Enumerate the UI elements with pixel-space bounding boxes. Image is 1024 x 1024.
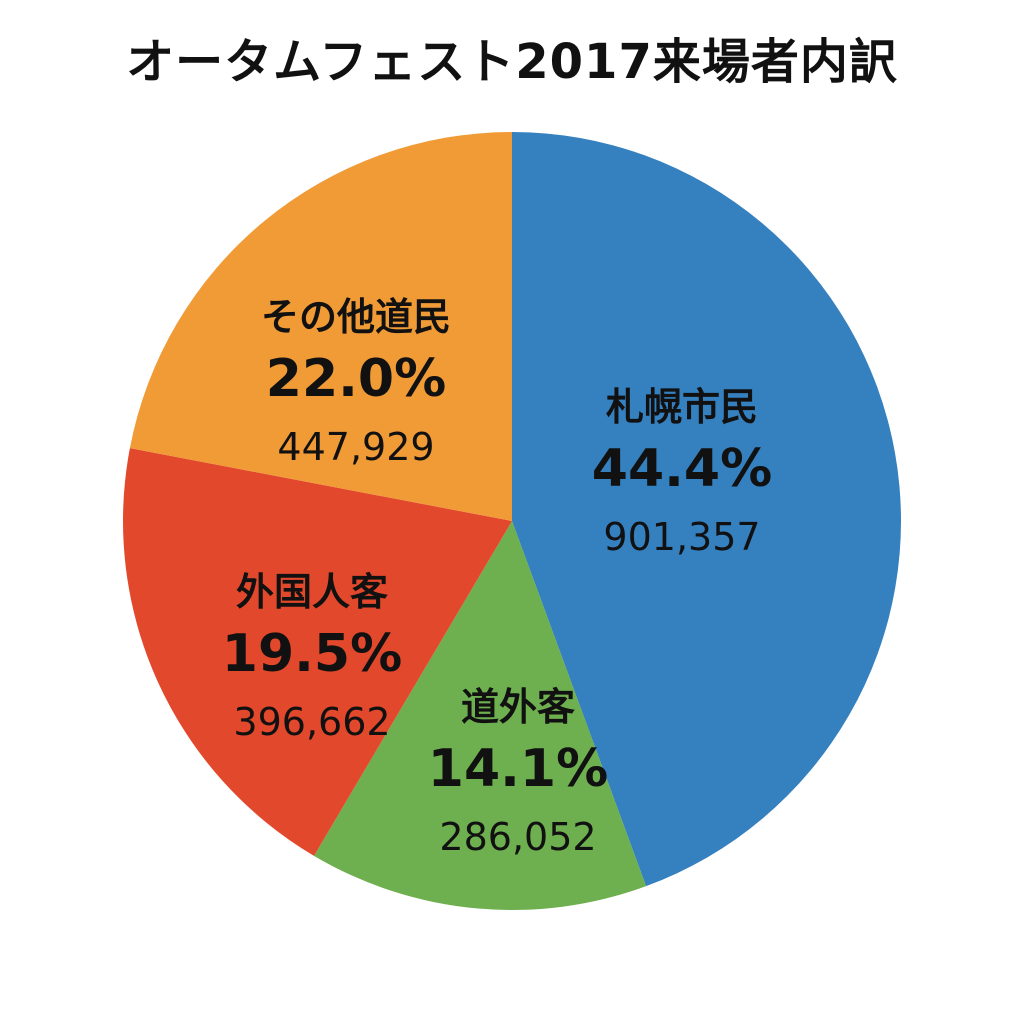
slice-label-group: 外国人客 19.5% 396,662 <box>222 570 402 744</box>
slice-percent-label: 44.4% <box>592 439 772 499</box>
slice-percent-label: 22.0% <box>266 349 446 409</box>
slice-name-label: 外国人客 <box>236 570 388 614</box>
slice-value-label: 286,052 <box>439 815 596 859</box>
pie-slice <box>129 132 512 521</box>
slice-value-label: 447,929 <box>277 425 434 469</box>
pie-slice <box>313 521 647 910</box>
slice-name-label: 道外客 <box>461 685 575 729</box>
slice-value-label: 396,662 <box>233 700 390 744</box>
slice-value-label: 901,357 <box>603 515 760 559</box>
slice-label-group: 札幌市民 44.4% 901,357 <box>592 385 772 559</box>
pie-slice <box>512 132 901 887</box>
slice-label-group: その他道民 22.0% 447,929 <box>261 295 451 469</box>
pie-slice <box>122 448 513 856</box>
slice-name-label: 札幌市民 <box>606 385 758 429</box>
slice-name-label: その他道民 <box>261 295 451 339</box>
slice-percent-label: 14.1% <box>428 739 608 799</box>
slice-percent-label: 19.5% <box>222 624 402 684</box>
chart-title: オータムフェスト2017来場者内訳 <box>126 34 898 90</box>
slice-label-group: 道外客 14.1% 286,052 <box>428 685 608 859</box>
